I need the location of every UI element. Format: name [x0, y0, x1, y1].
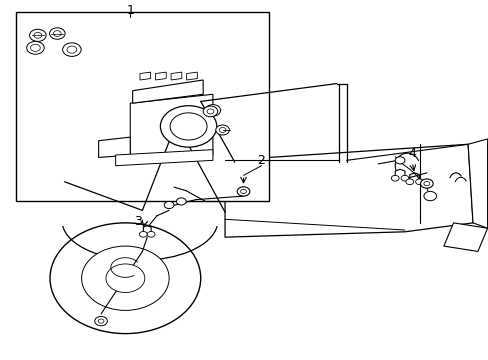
Circle shape [53, 31, 61, 36]
Circle shape [95, 316, 107, 326]
Bar [16, 12, 268, 202]
Circle shape [50, 223, 201, 334]
Circle shape [204, 105, 220, 116]
Circle shape [208, 108, 216, 113]
Circle shape [405, 179, 413, 185]
Polygon shape [130, 94, 212, 160]
Circle shape [147, 231, 155, 237]
Circle shape [206, 109, 213, 114]
Circle shape [30, 44, 40, 51]
Text: 4: 4 [407, 147, 415, 160]
Circle shape [49, 28, 65, 39]
Circle shape [62, 43, 81, 57]
Circle shape [81, 246, 169, 310]
Circle shape [106, 264, 144, 293]
Text: 2: 2 [257, 154, 265, 167]
Polygon shape [186, 72, 197, 80]
Circle shape [27, 41, 44, 54]
Circle shape [415, 179, 423, 185]
Circle shape [139, 231, 147, 237]
Text: 1: 1 [126, 4, 134, 17]
Circle shape [420, 179, 432, 188]
Circle shape [30, 29, 46, 41]
Circle shape [203, 106, 217, 117]
Circle shape [98, 319, 104, 323]
Circle shape [170, 113, 206, 140]
Circle shape [240, 189, 246, 194]
Text: 3: 3 [134, 215, 142, 228]
Polygon shape [224, 144, 472, 237]
Circle shape [423, 181, 429, 186]
Circle shape [164, 202, 174, 208]
Circle shape [394, 157, 404, 164]
Polygon shape [99, 137, 130, 157]
Polygon shape [171, 72, 182, 80]
Circle shape [160, 106, 216, 147]
Polygon shape [132, 80, 203, 103]
Polygon shape [140, 72, 150, 80]
Circle shape [237, 187, 249, 196]
Polygon shape [443, 223, 487, 251]
Circle shape [219, 127, 225, 132]
Circle shape [423, 192, 436, 201]
Circle shape [215, 125, 229, 135]
Circle shape [390, 175, 398, 181]
Circle shape [34, 32, 41, 38]
Polygon shape [155, 72, 166, 80]
Polygon shape [116, 150, 212, 166]
Polygon shape [467, 139, 487, 228]
Circle shape [176, 198, 186, 205]
Circle shape [67, 46, 77, 53]
Circle shape [400, 175, 408, 181]
